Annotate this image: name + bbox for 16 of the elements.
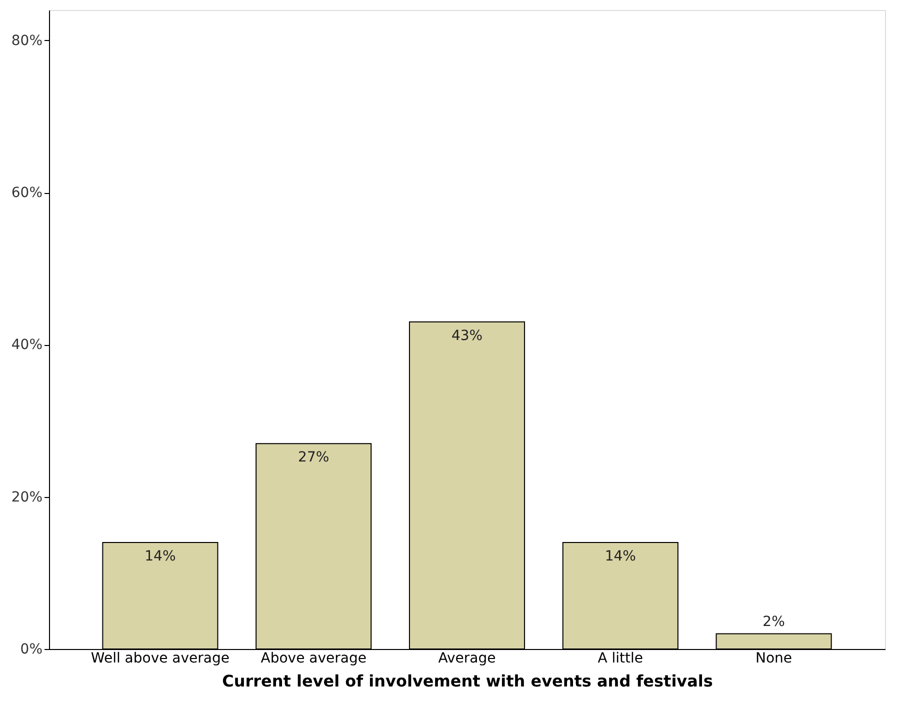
x-tick-label: A little (598, 650, 644, 666)
data-label: 2% (762, 614, 785, 630)
data-label: 43% (451, 328, 483, 344)
x-tick-label: Above average (260, 650, 366, 666)
x-tick-label: Average (438, 650, 496, 666)
x-tick-label: None (756, 650, 792, 666)
data-label: 27% (298, 450, 330, 466)
y-tick-label: 0% (20, 642, 42, 658)
x-tick-label: Well above average (90, 650, 230, 666)
data-label: 14% (604, 548, 636, 564)
data-label: 14% (144, 548, 176, 564)
y-tick-label: 40% (11, 337, 42, 354)
x-axis-title: Current level of involvement with events and festivals (222, 672, 713, 690)
y-tick-label: 20% (11, 489, 42, 506)
y-tick-label: 80% (11, 32, 42, 49)
y-tick-label: 60% (11, 185, 42, 202)
